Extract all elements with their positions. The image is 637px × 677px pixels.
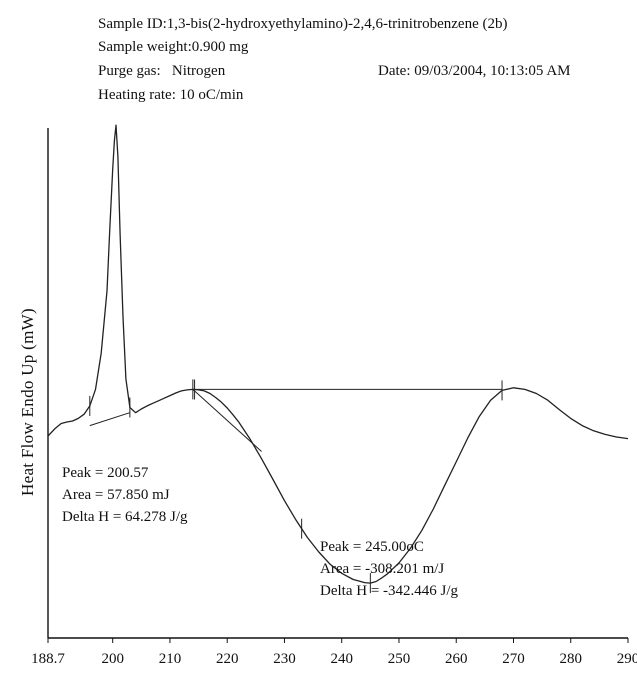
- date-text: Date: 09/03/2004, 10:13:05 AM: [378, 63, 571, 79]
- series-line: [47, 124, 629, 584]
- baseline-line: [192, 388, 262, 452]
- x-tick-label: 220: [216, 651, 239, 667]
- peak1-area: Area = 57.850 mJ: [62, 487, 170, 503]
- x-tick-label: 200: [101, 651, 124, 667]
- peak2-delta-h: Delta H = -342.446 J/g: [320, 583, 459, 599]
- x-tick-label: 270: [502, 651, 525, 667]
- peak1-delta-h: Delta H = 64.278 J/g: [62, 509, 188, 525]
- x-ticks-group: 188.7 200 210 220 230 240 250 260 270 280 290: [31, 638, 637, 667]
- purge-gas-text: Purge gas: Nitrogen: [98, 63, 226, 79]
- x-tick-label: 250: [388, 651, 411, 667]
- x-tick-label: 230: [273, 651, 296, 667]
- x-tick-label: 188.7: [31, 651, 65, 667]
- x-tick-label: 210: [159, 651, 182, 667]
- sample-weight-text: Sample weight:0.900 mg: [98, 39, 249, 55]
- markers-group: [89, 379, 503, 594]
- peak1-label: Peak = 200.57: [62, 465, 149, 481]
- series-group: [47, 124, 629, 584]
- x-tick-label: 240: [330, 651, 353, 667]
- x-tick-label: 260: [445, 651, 468, 667]
- baseline-line: [89, 412, 131, 427]
- x-tick-label: 290: [617, 651, 637, 667]
- heating-rate-text: Heating rate: 10 oC/min: [98, 87, 244, 103]
- x-tick-label: 280: [559, 651, 582, 667]
- sample-id-text: Sample ID:1,3-bis(2-hydroxyethylamino)-2…: [98, 16, 508, 32]
- peak2-label: Peak = 245.00oC: [320, 539, 424, 555]
- peak2-area: Area = -308.201 m/J: [320, 561, 445, 577]
- axes: [47, 128, 628, 639]
- baselines-group: [89, 388, 503, 452]
